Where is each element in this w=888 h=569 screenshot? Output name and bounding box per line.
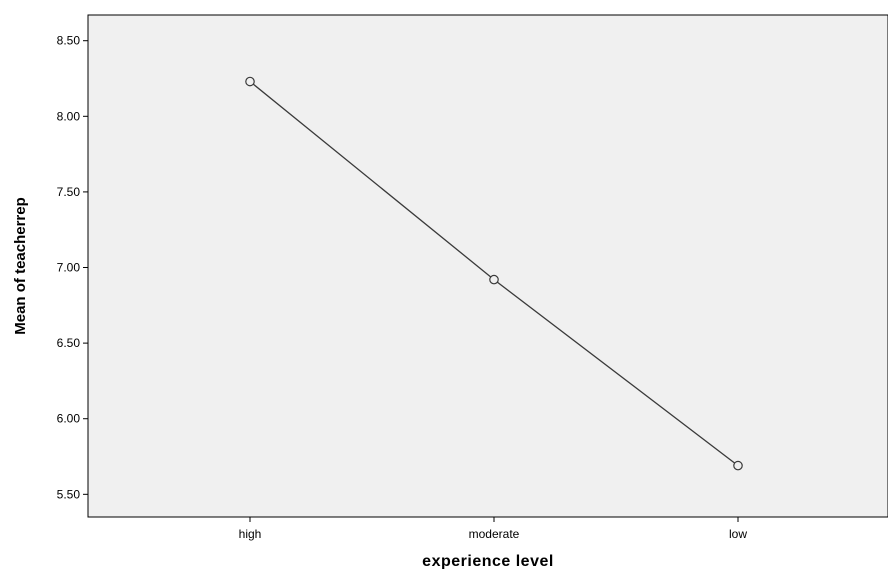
plot-area — [87, 14, 888, 518]
x-tick-label: moderate — [469, 527, 520, 541]
y-tick-label: 8.00 — [57, 109, 81, 123]
y-axis: 5.50 6.00 6.50 7.00 7.50 8.00 8.50 — [57, 34, 88, 501]
x-tick-label: low — [729, 527, 747, 541]
y-tick-label: 5.50 — [57, 487, 81, 501]
y-tick-label: 6.50 — [57, 336, 81, 350]
y-tick-label: 8.50 — [57, 34, 81, 48]
y-tick-label: 7.00 — [57, 261, 81, 275]
y-tick-label: 6.00 — [57, 412, 81, 426]
x-axis-title: experience level — [422, 553, 554, 569]
y-tick-label: 7.50 — [57, 185, 81, 199]
y-axis-title: Mean of teacherrep — [12, 197, 29, 335]
x-axis: high moderate low — [239, 517, 747, 541]
data-point — [245, 76, 255, 87]
series-layer — [245, 76, 743, 471]
data-point — [733, 460, 743, 471]
data-point — [489, 274, 499, 285]
x-tick-label: high — [239, 527, 262, 541]
